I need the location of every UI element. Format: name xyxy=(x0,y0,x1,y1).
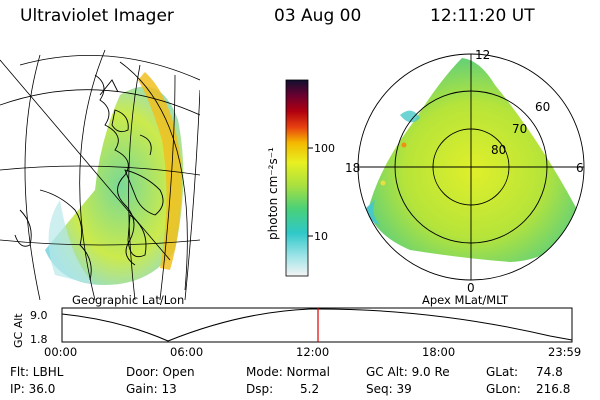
mlt-6-label: 6 xyxy=(576,161,584,175)
mlt-12-label: 12 xyxy=(475,48,490,62)
xtick-1800: 18:00 xyxy=(422,345,456,359)
xtick-1200: 12:00 xyxy=(296,345,330,359)
instrument-title: Ultraviolet Imager xyxy=(20,6,174,26)
glat-value: 74.8 xyxy=(536,365,563,379)
dsp-label: Dsp: xyxy=(246,382,274,396)
xtick-2359: 23:59 xyxy=(548,345,582,359)
altitude-plot: GC Alt 9.0 1.8 xyxy=(12,307,573,348)
auroral-images: 100 10 photon cm⁻²s⁻¹ 12 18 6 0 60 70 80 xyxy=(0,48,585,300)
alt-ytick-top: 9.0 xyxy=(30,309,48,322)
glat-label: GLat: xyxy=(486,365,519,379)
colorbar-tick-100: 100 xyxy=(314,142,335,155)
seq-status: Seq: 39 xyxy=(366,382,412,396)
geographic-image xyxy=(0,49,200,300)
polar-image xyxy=(357,53,585,281)
glon-value: 216.8 xyxy=(536,382,571,396)
mlat-70-label: 70 xyxy=(512,122,527,136)
ip-status: IP: 36.0 xyxy=(10,382,56,396)
colorbar xyxy=(285,79,309,277)
alt-ylabel: GC Alt xyxy=(12,313,25,348)
colorbar-tick-10: 10 xyxy=(314,230,328,243)
filter-status: Flt: LBHL xyxy=(10,365,64,379)
gc-alt-status: GC Alt: 9.0 Re xyxy=(366,365,450,379)
dsp-value: 5.2 xyxy=(300,382,320,396)
glon-label: GLon: xyxy=(486,382,521,396)
left-panel-label: Geographic Lat/Lon xyxy=(72,293,185,307)
time-label: 12:11:20 UT xyxy=(430,6,535,26)
mlat-80-label: 80 xyxy=(491,143,506,157)
mlat-60-label: 60 xyxy=(535,100,550,114)
door-status: Door: Open xyxy=(126,365,195,379)
date-label: 03 Aug 00 xyxy=(274,6,362,26)
alt-ytick-bottom: 1.8 xyxy=(30,333,48,346)
xtick-0000: 00:00 xyxy=(44,345,78,359)
mlt-18-label: 18 xyxy=(345,161,360,175)
colorbar-unit-label: photon cm⁻²s⁻¹ xyxy=(266,147,280,240)
right-panel-label: Apex MLat/MLT xyxy=(422,293,509,307)
xtick-0600: 06:00 xyxy=(170,345,204,359)
gain-status: Gain: 13 xyxy=(126,382,177,396)
mlt-0-label: 0 xyxy=(467,281,475,295)
mode-status: Mode: Normal xyxy=(246,365,330,379)
